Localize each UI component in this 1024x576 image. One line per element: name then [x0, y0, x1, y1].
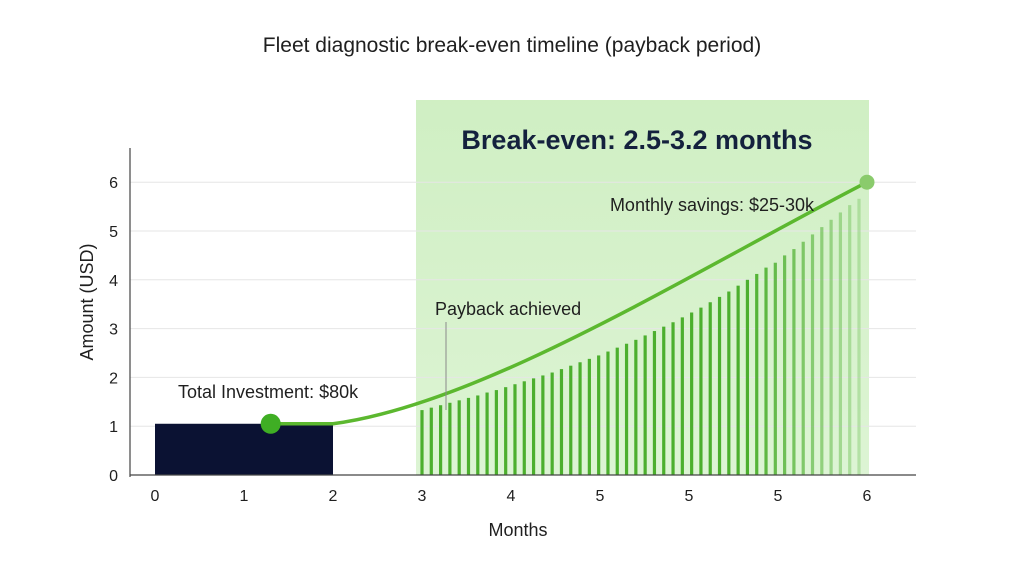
y-tick-label: 6: [109, 175, 118, 192]
investment-annotation: Total Investment: $80k: [178, 382, 359, 402]
tick-labels: 0 1 2 3 4 5 6 0 1 2 3 4 5 5 5 6: [109, 175, 871, 505]
savings-bar: [569, 365, 573, 475]
chart-title: Fleet diagnostic break-even timeline (pa…: [263, 34, 761, 57]
savings-bar: [485, 392, 489, 475]
payback-annotation: Payback achieved: [435, 299, 581, 319]
savings-bar: [736, 285, 740, 475]
savings-bar: [578, 362, 582, 475]
x-tick-label: 5: [774, 488, 783, 505]
savings-bar: [745, 279, 750, 475]
savings-bar: [820, 227, 824, 475]
x-tick-label: 6: [863, 488, 872, 505]
x-tick-label: 5: [596, 488, 605, 505]
y-tick-label: 4: [109, 273, 118, 290]
break-even-headline: Break-even: 2.5-3.2 months: [461, 125, 812, 155]
savings-bar: [606, 351, 610, 475]
savings-bar: [662, 326, 666, 475]
savings-bar: [522, 381, 526, 475]
savings-bar: [764, 267, 768, 475]
cumulative-line-layer: [260, 174, 875, 434]
savings-bar: [727, 291, 731, 475]
savings-bar: [448, 402, 452, 475]
savings-bar: [615, 347, 619, 475]
y-tick-label: 0: [109, 468, 118, 485]
x-tick-label: 3: [418, 488, 427, 505]
x-tick-label: 1: [240, 488, 249, 505]
axes: [129, 148, 916, 477]
savings-bar: [513, 384, 517, 475]
savings-bar: [680, 317, 684, 475]
savings-bar: [857, 198, 861, 476]
savings-bar: [829, 219, 833, 475]
savings-bar: [541, 375, 545, 475]
savings-bar: [810, 234, 815, 475]
x-axis-label: Months: [488, 520, 547, 540]
y-tick-label: 3: [109, 322, 118, 339]
investment-bar: [155, 423, 333, 475]
savings-bars: [420, 198, 861, 476]
savings-bar: [792, 249, 796, 475]
savings-bar: [504, 387, 508, 475]
savings-bar: [717, 296, 722, 475]
savings-bar: [531, 378, 536, 475]
break-even-region-layer: [416, 100, 869, 475]
savings-bar: [457, 400, 461, 475]
savings-bar: [838, 212, 843, 475]
y-tick-label: 5: [109, 224, 118, 241]
savings-bar: [848, 205, 852, 476]
savings-bar: [652, 331, 657, 475]
savings-bar: [494, 390, 498, 475]
investment-marker: [260, 413, 281, 434]
cumulative-savings-line: [268, 180, 869, 426]
break-even-region: [416, 100, 869, 475]
monthly-savings-annotation: Monthly savings: $25-30k: [610, 195, 815, 215]
savings-bar: [550, 372, 554, 475]
savings-bar: [708, 302, 712, 475]
savings-bar: [699, 307, 703, 475]
savings-bar: [597, 355, 601, 475]
y-axis-label: Amount (USD): [77, 243, 97, 360]
break-even-endpoint-marker: [859, 174, 875, 190]
savings-bar: [643, 335, 647, 475]
x-tick-label: 0: [151, 488, 160, 505]
savings-bar: [559, 369, 564, 475]
savings-bar: [773, 262, 777, 475]
savings-bar: [634, 339, 638, 475]
x-tick-label: 2: [329, 488, 338, 505]
savings-bar: [429, 407, 433, 475]
investment-layer: [155, 423, 333, 475]
savings-bar: [587, 358, 591, 475]
savings-bar: [420, 410, 424, 475]
savings-bar: [783, 255, 787, 475]
savings-bar: [755, 273, 759, 475]
savings-bar: [801, 241, 805, 475]
y-tick-label: 2: [109, 370, 118, 387]
savings-bar: [690, 312, 694, 475]
savings-bar: [466, 397, 471, 475]
savings-bar: [438, 405, 443, 475]
x-tick-label: 4: [507, 488, 516, 505]
x-tick-label: 5: [685, 488, 694, 505]
savings-bar: [624, 343, 629, 475]
y-tick-label: 1: [109, 419, 118, 436]
savings-bar: [671, 322, 675, 475]
savings-bar: [476, 395, 480, 475]
